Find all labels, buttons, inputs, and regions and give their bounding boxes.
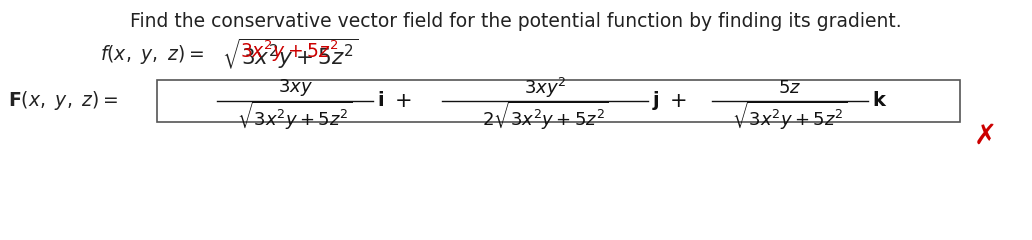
Text: $\sqrt{3x^2y + 5z^2}$: $\sqrt{3x^2y + 5z^2}$ bbox=[237, 100, 353, 132]
Text: $f(x,\ y,\ z) = $: $f(x,\ y,\ z) = $ bbox=[100, 42, 204, 66]
Text: +: + bbox=[395, 91, 413, 111]
Text: $\sqrt{3x^2y + 5z^2}$: $\sqrt{3x^2y + 5z^2}$ bbox=[222, 37, 358, 71]
Text: Find the conservative vector field for the potential function by finding its gra: Find the conservative vector field for t… bbox=[130, 12, 902, 31]
Text: $\mathbf{i}$: $\mathbf{i}$ bbox=[377, 91, 384, 110]
Text: $5z$: $5z$ bbox=[778, 79, 802, 97]
Text: $\mathbf{j}$: $\mathbf{j}$ bbox=[652, 90, 659, 113]
Text: $\sqrt{3x^2y + 5z^2}$: $\sqrt{3x^2y + 5z^2}$ bbox=[733, 100, 847, 132]
Text: $3xy$: $3xy$ bbox=[278, 78, 313, 98]
Text: $\mathbf{F}(x,\ y,\ z) = $: $\mathbf{F}(x,\ y,\ z) = $ bbox=[8, 90, 119, 113]
Text: $3x^2y + 5z^2$: $3x^2y + 5z^2$ bbox=[240, 38, 338, 64]
Text: $\mathbf{k}$: $\mathbf{k}$ bbox=[872, 91, 888, 110]
Text: ✗: ✗ bbox=[973, 122, 997, 150]
Bar bbox=[157, 80, 960, 122]
Text: $2\sqrt{3x^2y + 5z^2}$: $2\sqrt{3x^2y + 5z^2}$ bbox=[482, 100, 609, 132]
Text: $3xy^2$: $3xy^2$ bbox=[524, 76, 567, 100]
Text: +: + bbox=[670, 91, 687, 111]
